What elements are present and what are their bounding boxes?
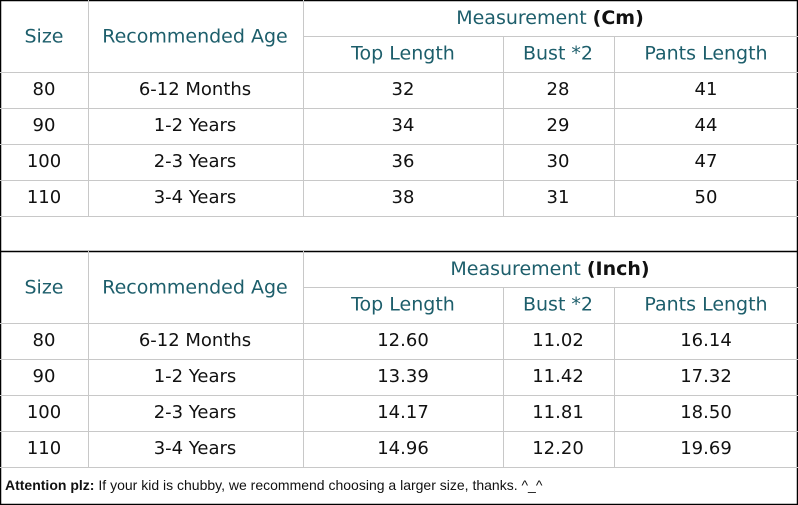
header-cell: Recommended Age: [102, 26, 287, 48]
table-cell: 2-3 Years: [154, 402, 237, 423]
table-cell: 50: [695, 187, 718, 208]
table-cell: 30: [547, 151, 570, 172]
table-cell: 28: [547, 79, 570, 100]
table-cell: 3-4 Years: [154, 187, 237, 208]
table-cell: 34: [392, 115, 415, 136]
table-cell: 1-2 Years: [154, 115, 237, 136]
table-cell: 44: [695, 115, 718, 136]
table-cell: 19.69: [680, 438, 732, 459]
header-unit: (Inch): [587, 258, 650, 280]
note: Attention plz: If your kid is chubby, we …: [5, 477, 543, 493]
table-cell: 11.81: [532, 402, 584, 423]
table-cell: 11.42: [532, 366, 584, 387]
table-cell: 32: [392, 79, 415, 100]
table-cell: 13.39: [377, 366, 429, 387]
table-cell: 3-4 Years: [154, 438, 237, 459]
table-cell: 12.60: [377, 330, 429, 351]
table-cell: 100: [27, 402, 61, 423]
header-unit: (Cm): [593, 7, 644, 29]
table-cell: 29: [547, 115, 570, 136]
table-cell: 17.32: [680, 366, 732, 387]
header-cell: Size: [24, 277, 63, 299]
header-cell: Pants Length: [644, 294, 767, 316]
table-cell: 110: [27, 187, 61, 208]
table-cell: 90: [33, 366, 56, 387]
note-text: If your kid is chubby, we recommend choo…: [98, 477, 542, 493]
table-cell: 47: [695, 151, 718, 172]
header-cell: Bust *2: [523, 294, 593, 316]
header-cell: Top Length: [350, 43, 455, 65]
header-measurement: Measurement: [450, 258, 580, 280]
header-measurement: Measurement: [456, 7, 586, 29]
table-cell: 16.14: [680, 330, 732, 351]
table-cell: 80: [33, 79, 56, 100]
table-cell: 1-2 Years: [154, 366, 237, 387]
note-label: Attention plz:: [5, 477, 94, 493]
header-cell: Recommended Age: [102, 277, 287, 299]
table-cell: 14.96: [377, 438, 429, 459]
table-cell: 36: [392, 151, 415, 172]
table-cell: 18.50: [680, 402, 732, 423]
table-cell: 2-3 Years: [154, 151, 237, 172]
table-cell: 11.02: [532, 330, 584, 351]
table-cell: 90: [33, 115, 56, 136]
table-cell: 6-12 Months: [139, 79, 251, 100]
header-cell: Top Length: [350, 294, 455, 316]
header-group: Measurement (Inch): [450, 258, 649, 280]
table-cell: 41: [695, 79, 718, 100]
table-cell: 80: [33, 330, 56, 351]
header-cell: Size: [24, 26, 63, 48]
table-cell: 100: [27, 151, 61, 172]
table-cell: 6-12 Months: [139, 330, 251, 351]
table-cell: 12.20: [532, 438, 584, 459]
header-group: Measurement (Cm): [456, 7, 644, 29]
table-cell: 38: [392, 187, 415, 208]
header-cell: Bust *2: [523, 43, 593, 65]
table-cell: 31: [547, 187, 570, 208]
header-cell: Pants Length: [644, 43, 767, 65]
table-cell: 14.17: [377, 402, 429, 423]
table-cell: 110: [27, 438, 61, 459]
